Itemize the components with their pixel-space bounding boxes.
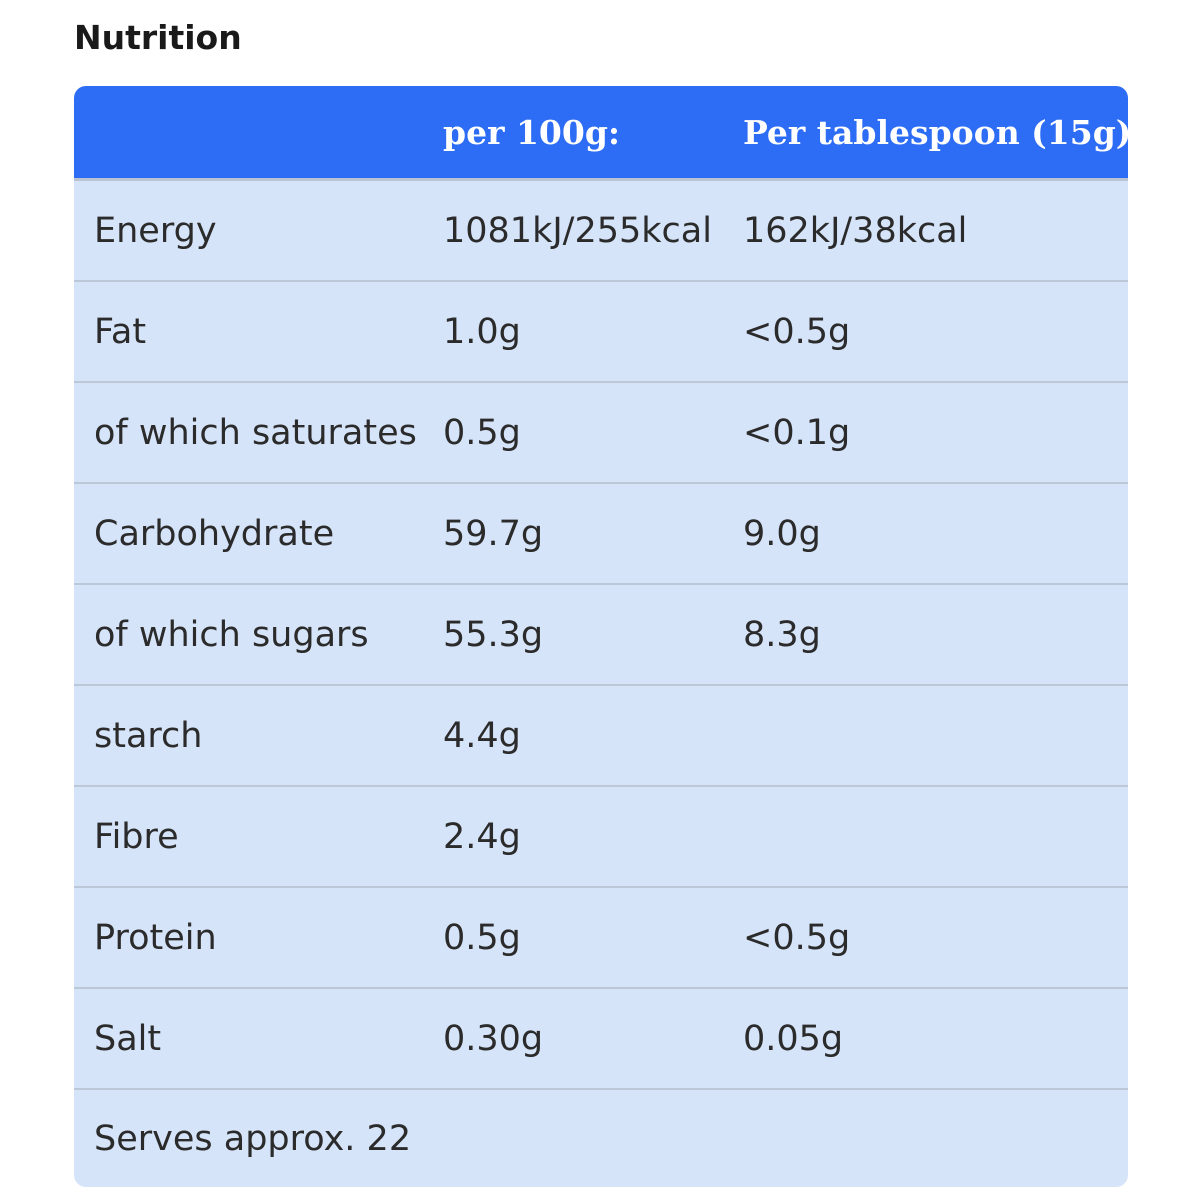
nutrition-table-container: per 100g: Per tablespoon (15g) Energy 10… [74,86,1128,1187]
nutrient-name: Salt [74,988,423,1090]
value-per-100g [423,1089,723,1187]
value-per-tablespoon: <0.5g [723,887,1128,989]
table-row: Protein 0.5g <0.5g [74,887,1128,989]
table-row: starch 4.4g [74,685,1128,787]
table-row: Serves approx. 22 [74,1089,1128,1187]
table-row: Energy 1081kJ/255kcal 162kJ/38kcal [74,179,1128,282]
header-per-100g: per 100g: [423,86,723,181]
value-per-tablespoon: 8.3g [723,584,1128,686]
value-per-tablespoon [723,1089,1128,1187]
table-row: Salt 0.30g 0.05g [74,988,1128,1090]
value-per-100g: 4.4g [423,685,723,787]
header-row: per 100g: Per tablespoon (15g) [74,86,1128,181]
nutrient-name: Fat [74,281,423,383]
value-per-tablespoon: <0.1g [723,382,1128,484]
nutrient-name: starch [74,685,423,787]
table-row: of which sugars 55.3g 8.3g [74,584,1128,686]
value-per-100g: 0.30g [423,988,723,1090]
nutrient-name: Fibre [74,786,423,888]
nutrient-name: Protein [74,887,423,989]
table-row: Fibre 2.4g [74,786,1128,888]
nutrient-name: of which saturates [74,382,423,484]
value-per-100g: 0.5g [423,382,723,484]
nutrition-table: per 100g: Per tablespoon (15g) Energy 10… [74,86,1128,1187]
header-per-tablespoon: Per tablespoon (15g) [723,86,1128,181]
value-per-tablespoon: 0.05g [723,988,1128,1090]
value-per-100g: 55.3g [423,584,723,686]
value-per-100g: 2.4g [423,786,723,888]
value-per-100g: 59.7g [423,483,723,585]
table-body: Energy 1081kJ/255kcal 162kJ/38kcal Fat 1… [74,179,1128,1188]
header-nutrient [74,86,423,181]
value-per-100g: 1.0g [423,281,723,383]
value-per-tablespoon: <0.5g [723,281,1128,383]
servings-note: Serves approx. 22 [94,1118,412,1159]
value-per-100g: 1081kJ/255kcal [423,179,723,282]
value-per-tablespoon [723,786,1128,888]
table-row: Fat 1.0g <0.5g [74,281,1128,383]
nutrient-name: Carbohydrate [74,483,423,585]
page-title: Nutrition [74,18,242,57]
table-row: of which saturates 0.5g <0.1g [74,382,1128,484]
nutrient-name: Energy [74,179,423,282]
table-row: Carbohydrate 59.7g 9.0g [74,483,1128,585]
value-per-100g: 0.5g [423,887,723,989]
nutrient-name: of which sugars [74,584,423,686]
value-per-tablespoon [723,685,1128,787]
table-header: per 100g: Per tablespoon (15g) [74,86,1128,181]
value-per-tablespoon: 9.0g [723,483,1128,585]
value-per-tablespoon: 162kJ/38kcal [723,179,1128,282]
